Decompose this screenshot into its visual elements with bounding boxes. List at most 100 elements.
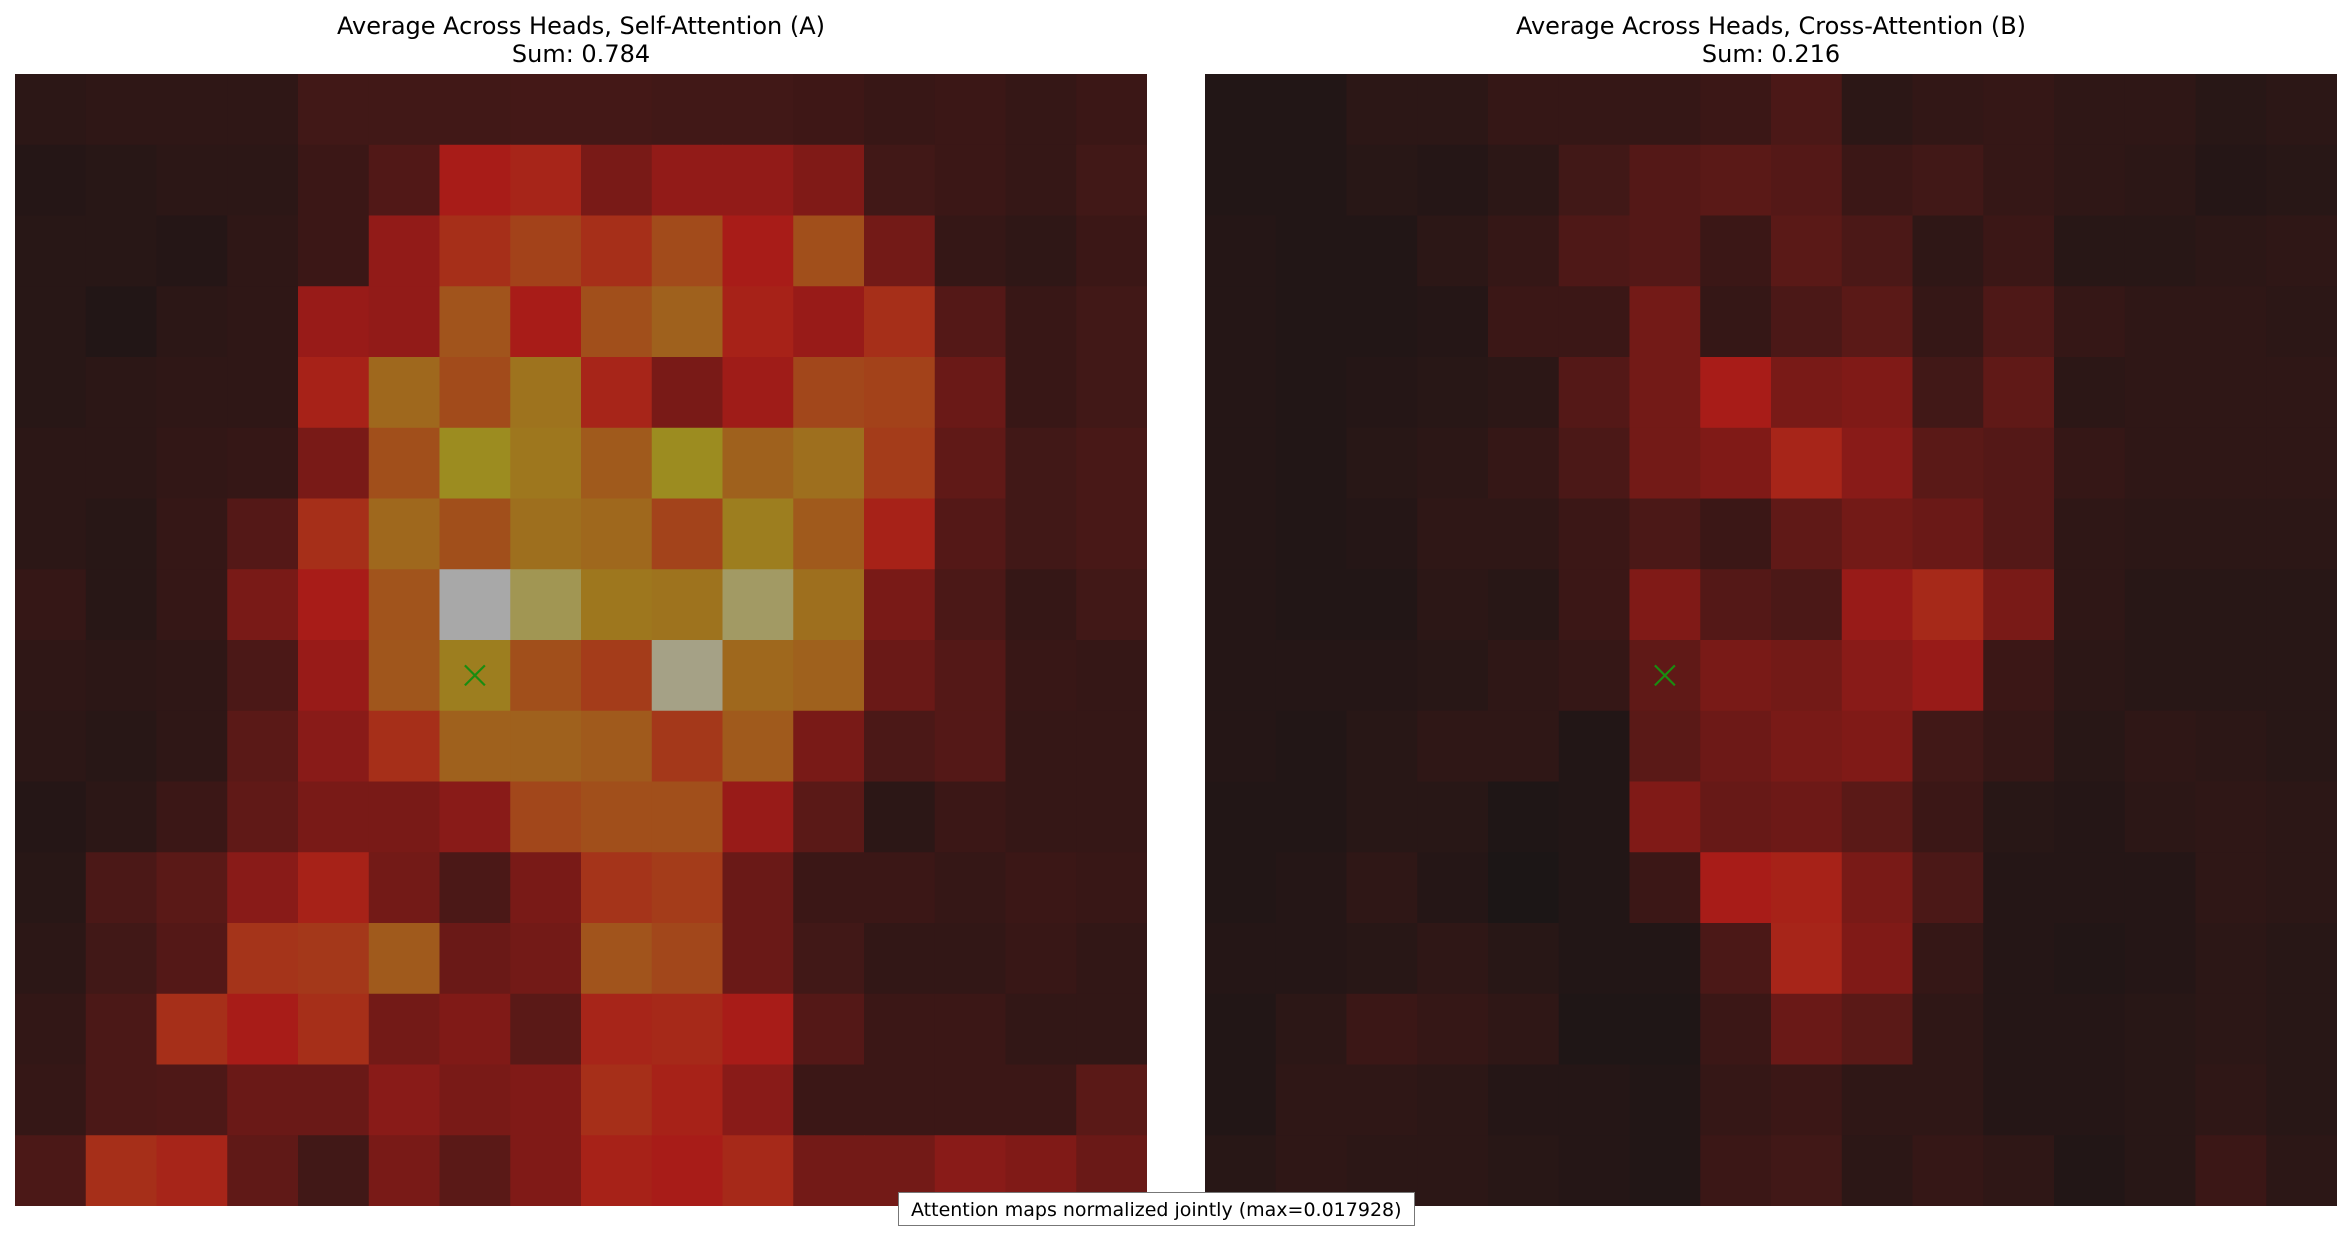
self-attention-sum: Sum: 0.784 [511,40,651,68]
heatmap-cell [15,74,87,146]
heatmap-cell [651,569,724,641]
heatmap-cell [2054,1064,2126,1136]
heatmap-cell [227,569,299,641]
heatmap-cell [298,286,370,358]
heatmap-cell [510,286,582,358]
heatmap-cell [1841,640,1914,712]
heatmap-cell [1275,923,1348,995]
heatmap-cell [227,286,299,358]
heatmap-cell [1488,852,1560,924]
heatmap-cell [2054,923,2126,995]
heatmap-cell [2054,215,2126,287]
heatmap-cell [156,993,228,1066]
heatmap-cell [864,569,936,641]
heatmap-cell [156,144,228,217]
heatmap-cell [1417,427,1489,500]
heatmap-cell [2266,569,2337,641]
heatmap-cell [1983,1135,2055,1206]
heatmap-cell [1076,781,1147,853]
heatmap-cell [227,781,299,853]
heatmap-cell [1558,852,1631,924]
heatmap-cell [864,74,936,146]
heatmap-cell [2124,74,2197,146]
heatmap-cell [227,1064,299,1136]
heatmap-cell [934,1064,1007,1136]
heatmap-cell [156,569,228,641]
heatmap-cell [1700,286,1772,358]
heatmap-cell [1841,74,1914,146]
heatmap-cell [722,852,794,924]
heatmap-cell [2054,286,2126,358]
heatmap-cell [1275,640,1348,712]
heatmap-cell [651,286,724,358]
heatmap-cell [1912,144,1984,217]
heatmap-cell [793,993,865,1066]
heatmap-cell [1488,498,1560,570]
heatmap-cell [2195,215,2267,287]
heatmap-cell [722,781,794,853]
heatmap-cell [156,710,228,783]
heatmap-cell [439,1135,511,1206]
heatmap-cell [864,923,936,995]
heatmap-cell [1700,144,1772,217]
heatmap-cell [1346,357,1418,429]
heatmap-cell [864,993,936,1066]
heatmap-cell [1346,144,1418,217]
heatmap-cell [651,427,724,500]
heatmap-cell [722,569,794,641]
heatmap-cell [1771,427,1843,500]
heatmap-cell [85,215,158,287]
heatmap-cell [15,498,87,570]
heatmap-cell [1771,357,1843,429]
heatmap-cell [1488,215,1560,287]
self-attention-title-block: Average Across Heads, Self-Attention (A)… [15,12,1147,68]
heatmap-cell [510,144,582,217]
heatmap-cell [934,569,1007,641]
heatmap-cell [793,357,865,429]
heatmap-cell [2266,1135,2337,1206]
heatmap-cell [1346,640,1418,712]
heatmap-cell [934,427,1007,500]
heatmap-cell [1205,357,1277,429]
heatmap-cell [1417,215,1489,287]
heatmap-cell [1700,569,1772,641]
heatmap-cell [156,357,228,429]
heatmap-cell [2054,1135,2126,1206]
heatmap-cell [1076,852,1147,924]
heatmap-cell [934,852,1007,924]
heatmap-cell [1488,640,1560,712]
heatmap-cell [2054,74,2126,146]
heatmap-cell [15,1135,87,1206]
heatmap-cell [2054,427,2126,500]
heatmap-cell [2124,498,2197,570]
cross-attention-title-block: Average Across Heads, Cross-Attention (B… [1205,12,2337,68]
heatmap-cell [864,640,936,712]
heatmap-cell [934,357,1007,429]
heatmap-cell [227,923,299,995]
heatmap-cell [368,852,441,924]
heatmap-cell [1558,569,1631,641]
heatmap-cell [1076,427,1147,500]
heatmap-cell [1841,427,1914,500]
heatmap-cell [1488,710,1560,783]
heatmap-cell [793,1064,865,1136]
heatmap-cell [510,498,582,570]
heatmap-cell [1076,923,1147,995]
heatmap-cell [1912,852,1984,924]
heatmap-cell [2266,923,2337,995]
heatmap-cell [1417,74,1489,146]
heatmap-cell [2195,427,2267,500]
heatmap-cell [2124,852,2197,924]
heatmap-cell [722,286,794,358]
heatmap-cell [1912,286,1984,358]
heatmap-cell [85,427,158,500]
heatmap-cell [1912,569,1984,641]
heatmap-cell [1417,286,1489,358]
heatmap-cell [15,640,87,712]
heatmap-cell [581,710,653,783]
heatmap-cell [1488,286,1560,358]
heatmap-cell [722,498,794,570]
heatmap-cell [1275,710,1348,783]
heatmap-cell [1700,852,1772,924]
heatmap-cell [298,1135,370,1206]
